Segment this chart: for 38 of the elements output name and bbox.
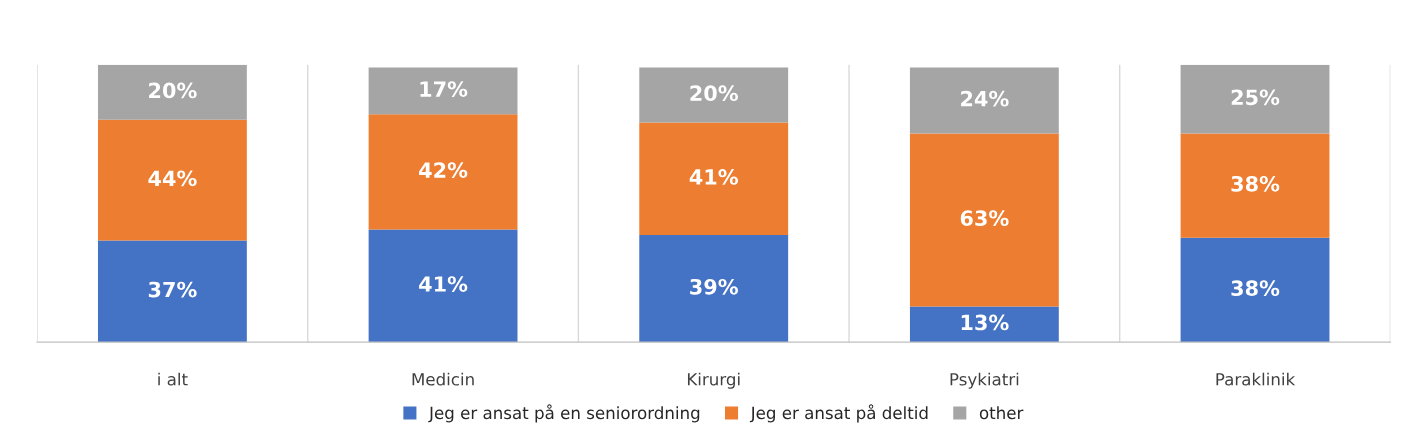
- bar: [1180, 133, 1330, 238]
- data-label: 44%: [148, 170, 197, 187]
- data-label: 24%: [961, 90, 1009, 107]
- bar: [639, 122, 789, 236]
- data-label: 38%: [1231, 280, 1280, 297]
- data-label: 37%: [148, 281, 197, 298]
- data-label: 20%: [690, 85, 738, 102]
- bar: [909, 67, 1059, 134]
- data-label: 17%: [420, 81, 468, 97]
- data-label: 20%: [149, 82, 197, 99]
- bar: [97, 240, 247, 343]
- bar: [1180, 64, 1330, 134]
- data-label: 39%: [690, 278, 738, 295]
- data-label: 13%: [961, 314, 1009, 331]
- data-label: 41%: [689, 169, 738, 185]
- bar: [1180, 237, 1330, 343]
- bar: [639, 67, 789, 123]
- bar: [909, 306, 1059, 343]
- bar: [909, 133, 1059, 307]
- data-label: 63%: [960, 210, 1009, 226]
- legend-label: other: [979, 406, 1024, 420]
- legend-label: Jeg er ansat på deltid: [749, 404, 928, 423]
- data-label: 41%: [419, 276, 468, 292]
- bar: [639, 235, 789, 343]
- bar: [368, 229, 518, 343]
- data-label: 42%: [419, 162, 468, 178]
- x-tick-label: Paraklinik: [1216, 372, 1296, 386]
- bar: [97, 64, 247, 120]
- x-tick-label: Medicin: [412, 372, 474, 386]
- legend-label: Jeg er ansat på en seniorordning: [428, 404, 700, 423]
- x-tick-label: Kirurgi: [687, 372, 740, 389]
- x-tick-label: Psykiatri: [950, 372, 1019, 389]
- bar: [97, 119, 247, 241]
- data-label: 25%: [1231, 89, 1280, 106]
- data-label: 38%: [1231, 175, 1280, 192]
- bar: [368, 114, 518, 230]
- x-tick-label: i alt: [158, 372, 188, 386]
- bar: [368, 67, 518, 115]
